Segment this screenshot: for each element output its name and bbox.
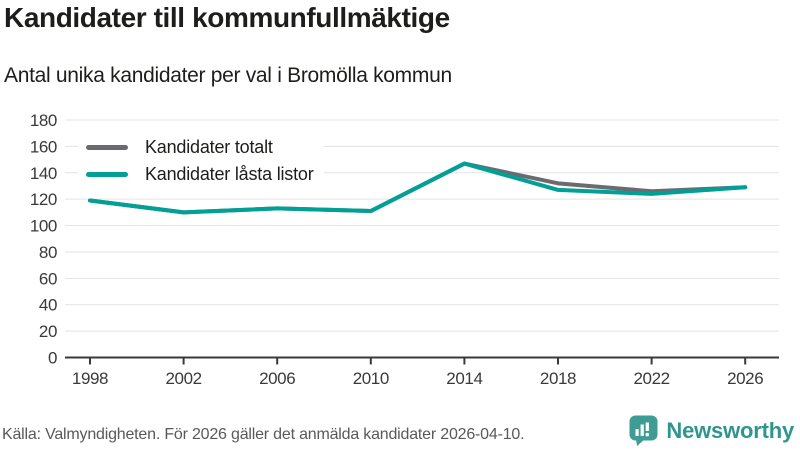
svg-text:2006: 2006: [259, 369, 295, 388]
chart-title: Kandidater till kommunfullmäktige: [4, 2, 450, 33]
source-note: Källa: Valmyndigheten. För 2026 gäller d…: [2, 426, 525, 443]
svg-text:20: 20: [39, 322, 57, 341]
legend-swatch-gray: [86, 145, 128, 150]
legend-item-lasta-listor: Kandidater låsta listor: [86, 161, 314, 188]
svg-text:80: 80: [39, 243, 57, 262]
svg-text:2026: 2026: [727, 369, 763, 388]
legend-swatch-teal: [86, 172, 128, 177]
svg-text:140: 140: [30, 164, 57, 183]
svg-text:60: 60: [39, 269, 57, 288]
svg-text:2002: 2002: [165, 369, 201, 388]
legend-item-totalt: Kandidater totalt: [86, 134, 314, 161]
svg-text:2018: 2018: [540, 369, 576, 388]
legend-label: Kandidater totalt: [145, 137, 273, 157]
newsworthy-chart-bubble-icon: [629, 415, 658, 446]
chart-subtitle: Antal unika kandidater per val i Bromöll…: [4, 64, 452, 87]
chart-legend: Kandidater totalt Kandidater låsta listo…: [78, 133, 324, 189]
newsworthy-logo: Newsworthy: [629, 415, 794, 447]
svg-text:160: 160: [30, 137, 57, 156]
svg-text:1998: 1998: [72, 369, 108, 388]
svg-text:180: 180: [30, 111, 57, 130]
svg-text:2010: 2010: [353, 369, 389, 388]
svg-text:120: 120: [30, 190, 57, 209]
brand-name: Newsworthy: [666, 418, 794, 443]
svg-text:100: 100: [30, 217, 57, 236]
svg-text:2022: 2022: [633, 369, 669, 388]
legend-label: Kandidater låsta listor: [145, 164, 314, 184]
svg-text:40: 40: [39, 296, 57, 315]
svg-text:0: 0: [48, 349, 57, 368]
svg-text:2014: 2014: [446, 369, 482, 388]
